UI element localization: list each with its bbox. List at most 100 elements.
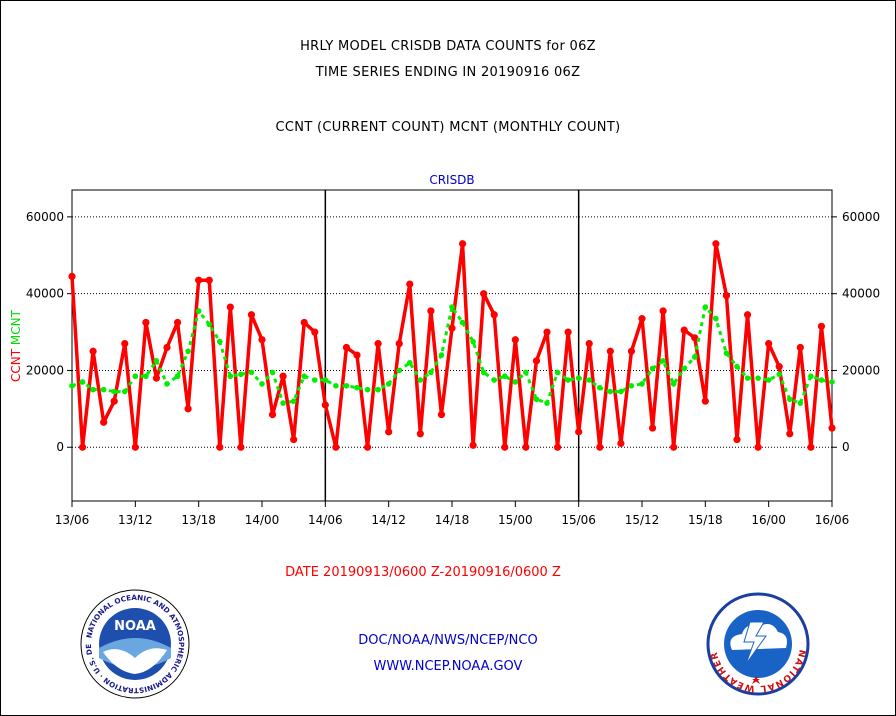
x-tick-label: 13/06 — [55, 513, 90, 527]
data-point-ccnt — [152, 374, 161, 382]
data-point-ccnt — [722, 291, 731, 300]
data-point-mcnt — [512, 379, 519, 385]
data-point-ccnt — [100, 418, 108, 426]
data-point-mcnt — [681, 365, 688, 372]
data-point-ccnt — [385, 428, 393, 436]
data-point-mcnt — [628, 383, 635, 389]
data-point-ccnt — [648, 424, 657, 432]
data-point-ccnt — [458, 240, 467, 248]
x-tick-label: 14/18 — [435, 513, 470, 527]
footer-org: DOC/NOAA/NWS/NCEP/NCO — [358, 633, 538, 648]
data-point-ccnt — [321, 401, 329, 409]
data-point-mcnt — [79, 379, 86, 385]
data-point-mcnt — [734, 363, 740, 370]
data-point-mcnt — [111, 388, 118, 395]
data-point-mcnt — [280, 400, 286, 406]
y-axis-label-part: CCNT — [9, 348, 23, 382]
data-point-mcnt — [786, 396, 793, 403]
data-point-ccnt — [332, 443, 340, 451]
chart-title: CRISDB — [429, 173, 474, 187]
data-point-ccnt — [596, 443, 604, 451]
data-point-mcnt — [375, 386, 381, 393]
data-point-ccnt — [395, 339, 403, 348]
data-point-mcnt — [691, 354, 698, 360]
data-point-mcnt — [90, 386, 96, 393]
x-tick-label: 14/12 — [371, 513, 406, 527]
data-point-mcnt — [501, 373, 508, 380]
data-point-mcnt — [195, 308, 202, 314]
data-point-ccnt — [754, 443, 762, 451]
x-tick-label: 15/06 — [561, 513, 596, 527]
chart-svg: CRISDB 0 0 20000 20000 40000 40000 60000 60000 13… — [9, 173, 880, 527]
data-point-ccnt — [817, 322, 826, 330]
y-axis-label-part: MCNT — [9, 309, 23, 349]
data-point-mcnt — [596, 384, 603, 391]
data-point-ccnt — [374, 339, 382, 348]
data-point-ccnt — [680, 326, 688, 334]
data-point-mcnt — [259, 381, 265, 387]
x-tick-label: 14/00 — [245, 513, 280, 527]
data-point-mcnt — [818, 377, 825, 383]
x-tick-label: 15/00 — [498, 513, 533, 527]
data-point-mcnt — [406, 359, 413, 366]
data-point-ccnt — [437, 411, 446, 419]
data-point-ccnt — [617, 439, 625, 448]
data-point-mcnt — [723, 350, 730, 356]
y-tick-label-right: 40000 — [842, 287, 880, 301]
data-point-mcnt — [765, 377, 772, 383]
data-point-mcnt — [396, 367, 403, 374]
data-point-ccnt — [68, 272, 76, 280]
date-range-label: DATE 20190913/0600 Z-20190916/0600 Z — [285, 565, 561, 580]
data-point-mcnt — [470, 338, 476, 345]
data-point-ccnt — [78, 443, 87, 451]
chart-title-line-3: CCNT (CURRENT COUNT) MCNT (MONTHLY COUNT… — [275, 120, 621, 135]
x-tick-label: 13/18 — [181, 513, 216, 527]
data-point-ccnt — [828, 424, 836, 432]
data-point-mcnt — [459, 319, 466, 326]
data-point-mcnt — [238, 371, 244, 378]
data-point-ccnt — [163, 343, 171, 352]
data-point-ccnt — [89, 347, 97, 355]
x-tick-label: 15/12 — [625, 513, 660, 527]
data-point-ccnt — [268, 411, 277, 419]
data-point-mcnt — [618, 388, 624, 395]
data-point-ccnt — [786, 430, 794, 438]
data-point-ccnt — [796, 343, 804, 352]
data-point-ccnt — [606, 347, 614, 355]
data-point-ccnt — [627, 347, 636, 355]
data-point-mcnt — [755, 375, 761, 381]
data-point-mcnt — [480, 369, 487, 376]
data-point-ccnt — [300, 318, 308, 327]
data-point-mcnt — [523, 369, 529, 376]
data-point-ccnt — [353, 351, 361, 359]
data-point-ccnt — [480, 290, 488, 298]
data-point-mcnt — [143, 373, 149, 380]
data-point-ccnt — [205, 276, 213, 284]
data-point-ccnt — [522, 443, 530, 451]
y-tick-label-right: 20000 — [842, 363, 880, 377]
data-point-mcnt — [533, 396, 540, 403]
data-point-ccnt — [469, 441, 477, 449]
x-tick-label: 16/06 — [815, 513, 850, 527]
data-point-mcnt — [438, 352, 445, 358]
data-point-ccnt — [670, 443, 678, 451]
plot-area — [71, 189, 833, 502]
data-point-ccnt — [532, 357, 541, 365]
data-point-ccnt — [237, 443, 245, 451]
data-point-ccnt — [247, 311, 256, 319]
data-point-ccnt — [279, 372, 287, 380]
data-point-mcnt — [713, 315, 719, 322]
x-tick-label: 13/12 — [118, 513, 153, 527]
x-tick-label: 14/06 — [308, 513, 343, 527]
data-point-ccnt — [543, 328, 551, 336]
data-point-mcnt — [227, 373, 234, 380]
data-point-ccnt — [501, 443, 509, 451]
data-point-mcnt — [491, 377, 498, 383]
data-point-ccnt — [258, 336, 266, 344]
data-point-ccnt — [311, 328, 319, 336]
data-point-mcnt — [575, 375, 582, 381]
data-point-mcnt — [670, 381, 677, 387]
data-point-mcnt — [385, 381, 392, 387]
series-line-ccnt — [70, 242, 834, 449]
data-point-ccnt — [659, 307, 667, 315]
